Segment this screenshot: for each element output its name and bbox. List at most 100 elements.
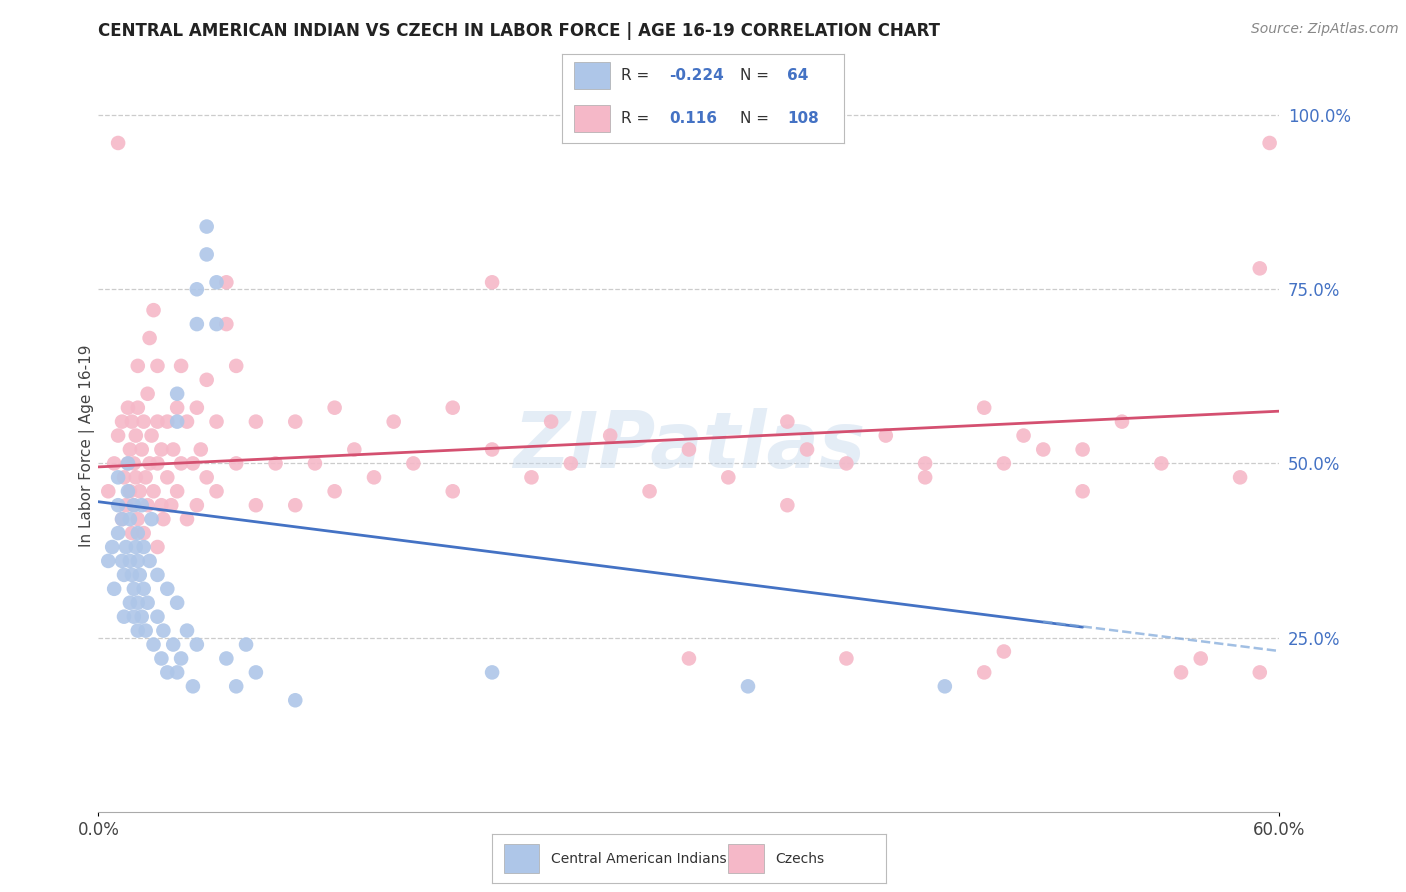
Point [103, 457, 125, 471]
Point [441, 484, 464, 499]
Point [127, 359, 149, 373]
Point [560, 457, 582, 471]
Point [1249, 261, 1271, 276]
Point [132, 526, 155, 541]
Point [122, 498, 145, 512]
Point [162, 638, 184, 652]
Point [914, 470, 936, 484]
Point [127, 554, 149, 568]
Point [111, 554, 134, 568]
Point [156, 415, 179, 429]
Point [117, 401, 139, 415]
Point [141, 512, 163, 526]
Point [776, 498, 799, 512]
Point [138, 331, 160, 345]
Text: N =: N = [740, 112, 769, 126]
Point [101, 540, 124, 554]
Point [146, 359, 169, 373]
Point [118, 484, 141, 499]
Point [128, 484, 150, 499]
Point [146, 567, 169, 582]
Point [111, 415, 134, 429]
Point [128, 567, 150, 582]
Point [132, 415, 155, 429]
Point [205, 275, 228, 289]
Point [112, 609, 135, 624]
Point [107, 498, 129, 512]
Point [166, 665, 188, 680]
Text: CENTRAL AMERICAN INDIAN VS CZECH IN LABOR FORCE | AGE 16-19 CORRELATION CHART: CENTRAL AMERICAN INDIAN VS CZECH IN LABO… [98, 22, 941, 40]
Point [107, 470, 129, 484]
Bar [728, 844, 763, 873]
Point [225, 359, 247, 373]
Text: N =: N = [740, 69, 769, 83]
Point [132, 540, 155, 554]
Point [166, 401, 188, 415]
Point [138, 457, 160, 471]
Point [205, 415, 228, 429]
Point [146, 415, 169, 429]
Bar [503, 844, 540, 873]
Point [142, 303, 165, 318]
Point [195, 247, 218, 261]
Point [170, 457, 193, 471]
Point [107, 136, 129, 150]
Point [284, 693, 307, 707]
Point [835, 651, 858, 665]
Bar [574, 62, 610, 89]
Text: 0.116: 0.116 [669, 112, 717, 126]
Point [136, 596, 159, 610]
Point [215, 317, 238, 331]
Point [97, 554, 120, 568]
Point [150, 651, 173, 665]
Point [118, 554, 141, 568]
Point [125, 428, 148, 442]
Point [284, 415, 307, 429]
Point [215, 275, 238, 289]
Point [835, 457, 858, 471]
Point [225, 457, 247, 471]
Point [117, 484, 139, 499]
Point [1111, 415, 1133, 429]
Point [304, 457, 326, 471]
Point [170, 359, 193, 373]
Point [122, 582, 145, 596]
Point [131, 498, 153, 512]
Point [127, 596, 149, 610]
Point [127, 512, 149, 526]
Point [205, 317, 228, 331]
Point [1012, 428, 1035, 442]
Point [190, 442, 212, 457]
Point [127, 401, 149, 415]
Point [132, 582, 155, 596]
Point [176, 415, 198, 429]
Point [186, 498, 208, 512]
Point [1150, 457, 1173, 471]
Point [195, 373, 218, 387]
Point [107, 428, 129, 442]
Point [481, 665, 503, 680]
Point [166, 415, 188, 429]
Point [1032, 442, 1054, 457]
Point [135, 624, 157, 638]
Point [934, 679, 956, 693]
Point [973, 665, 995, 680]
Point [914, 457, 936, 471]
Point [343, 442, 366, 457]
Point [323, 401, 346, 415]
Point [150, 498, 173, 512]
Text: ZIPatlas: ZIPatlas [513, 408, 865, 484]
Point [97, 484, 120, 499]
Point [118, 442, 141, 457]
Text: R =: R = [621, 112, 650, 126]
Point [181, 679, 204, 693]
Point [166, 386, 188, 401]
Point [638, 484, 661, 499]
Point [122, 457, 145, 471]
Point [141, 428, 163, 442]
Point [875, 428, 897, 442]
Point [1071, 442, 1094, 457]
Point [284, 498, 307, 512]
Point [127, 526, 149, 541]
Point [146, 540, 169, 554]
